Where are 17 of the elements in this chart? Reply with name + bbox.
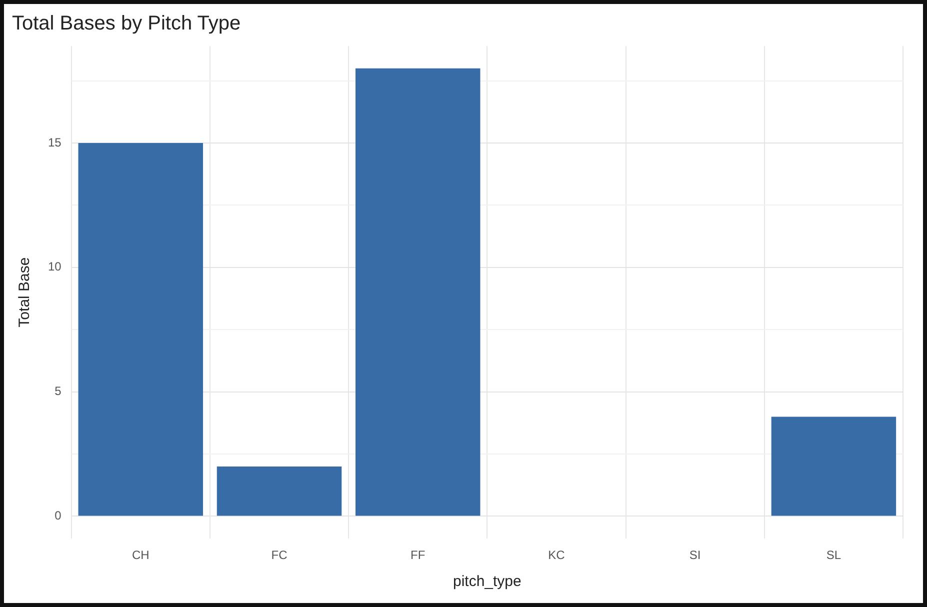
x-tick-label: FF [410, 548, 426, 562]
x-tick-label: CH [132, 548, 150, 562]
chart-title: Total Bases by Pitch Type [12, 12, 241, 35]
bar [771, 416, 896, 516]
y-tick-label: 15 [48, 135, 62, 150]
x-tick-label: KC [548, 548, 566, 562]
bar [355, 68, 480, 516]
x-tick-label: FC [271, 548, 288, 562]
x-tick-label: SI [689, 548, 701, 562]
bar [216, 466, 342, 516]
x-tick-label: SL [826, 548, 842, 562]
y-tick-label: 5 [54, 384, 62, 398]
bar [78, 143, 204, 516]
y-tick-label: 0 [54, 508, 62, 523]
y-tick-label: 10 [48, 260, 62, 274]
y-axis-title: Total Base [16, 257, 34, 328]
x-axis-title: pitch_type [452, 573, 522, 590]
